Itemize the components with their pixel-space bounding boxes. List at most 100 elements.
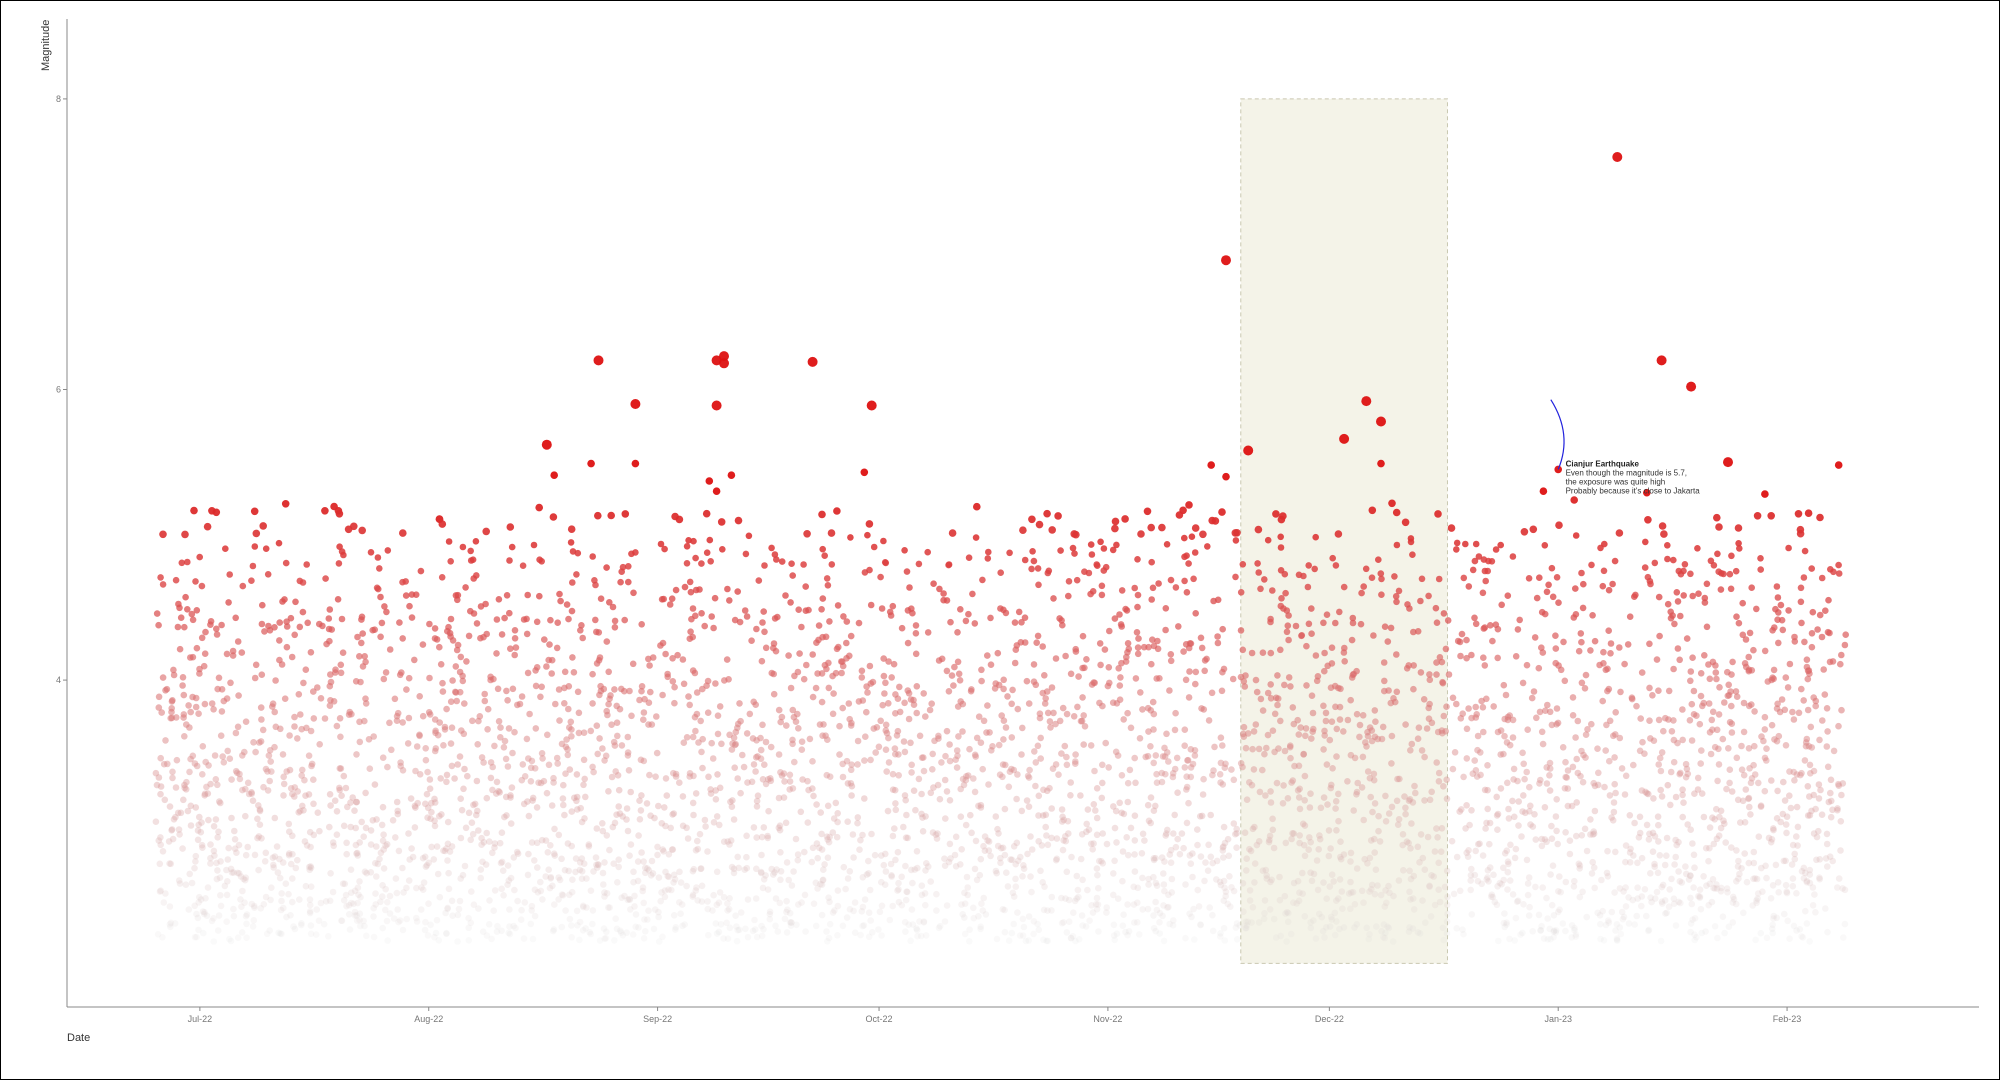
- data-point: [159, 530, 167, 539]
- data-point: [380, 675, 388, 683]
- data-point: [1319, 927, 1327, 935]
- data-point: [859, 874, 867, 881]
- data-point: [278, 890, 286, 897]
- data-point: [825, 934, 833, 942]
- data-point: [629, 660, 637, 668]
- data-point: [632, 911, 640, 918]
- data-point: [1576, 893, 1584, 901]
- data-point: [957, 813, 965, 820]
- data-point: [1713, 805, 1720, 813]
- highlight-band: [1240, 98, 1448, 964]
- data-point: [609, 603, 617, 611]
- data-point: [1114, 895, 1122, 902]
- data-point: [1724, 889, 1731, 896]
- data-point: [591, 577, 598, 584]
- data-point: [302, 792, 309, 799]
- data-point: [1043, 509, 1051, 518]
- data-point: [688, 615, 695, 623]
- data-point: [978, 677, 985, 685]
- data-point: [1591, 782, 1599, 790]
- data-point: [1723, 785, 1730, 793]
- data-point: [1284, 622, 1292, 629]
- data-point: [862, 733, 869, 740]
- data-point: [778, 713, 786, 721]
- data-point: [1117, 674, 1124, 681]
- data-point: [618, 894, 625, 901]
- data-point: [523, 735, 531, 743]
- data-point: [1019, 526, 1027, 534]
- data-point: [578, 818, 586, 826]
- data-point: [1634, 895, 1641, 902]
- data-point: [1615, 529, 1624, 537]
- data-point: [1737, 819, 1744, 826]
- data-point: [1492, 621, 1500, 628]
- data-point: [506, 557, 513, 564]
- data-point: [1588, 720, 1595, 728]
- data-point: [1616, 924, 1624, 931]
- data-point: [1190, 905, 1197, 913]
- data-point: [1729, 899, 1737, 906]
- data-point: [820, 721, 827, 728]
- data-point: [443, 771, 451, 779]
- data-point: [1584, 726, 1591, 733]
- data-point: [1775, 609, 1782, 616]
- data-point: [1705, 700, 1713, 707]
- data-point: [1296, 832, 1303, 839]
- data-point: [465, 632, 473, 640]
- data-point: [1462, 825, 1469, 832]
- data-point: [618, 742, 626, 749]
- data-point: [1736, 545, 1743, 552]
- data-point: [1679, 736, 1686, 744]
- data-point: [1182, 881, 1189, 888]
- data-point: [1770, 666, 1778, 674]
- data-point: [1809, 608, 1817, 616]
- data-point: [1133, 629, 1141, 636]
- data-point: [1388, 499, 1396, 508]
- data-point: [1600, 648, 1607, 656]
- data-point: [1144, 801, 1152, 809]
- data-point: [1841, 641, 1849, 649]
- data-point: [1058, 806, 1066, 813]
- data-point: [308, 762, 315, 770]
- data-point: [155, 774, 163, 781]
- data-point: [752, 768, 759, 775]
- data-point: [383, 841, 391, 848]
- data-point: [193, 910, 200, 918]
- data-point: [182, 881, 190, 888]
- data-point: [1390, 695, 1397, 702]
- data-point: [1093, 814, 1101, 822]
- data-point: [1305, 620, 1313, 628]
- data-point: [1332, 805, 1339, 812]
- data-point: [1008, 700, 1015, 708]
- data-point: [1708, 898, 1716, 906]
- data-point: [689, 893, 697, 900]
- data-point: [545, 866, 552, 873]
- data-point: [1768, 925, 1776, 932]
- data-point: [1123, 653, 1130, 661]
- data-point: [669, 846, 677, 853]
- data-point: [1666, 886, 1673, 893]
- y-tick-label: 4: [56, 675, 61, 685]
- data-point: [1462, 540, 1469, 548]
- data-point: [574, 922, 581, 929]
- data-point: [1113, 700, 1121, 707]
- data-point: [227, 679, 234, 687]
- data-point: [249, 562, 257, 570]
- data-point: [291, 793, 298, 800]
- data-point: [1122, 928, 1129, 936]
- data-point: [597, 595, 605, 602]
- data-point: [182, 593, 189, 601]
- data-point: [370, 913, 377, 920]
- data-point: [1183, 589, 1191, 596]
- data-point: [531, 886, 539, 893]
- data-point: [1538, 922, 1545, 930]
- data-point: [483, 932, 491, 939]
- data-point: [1078, 831, 1086, 838]
- data-point: [1572, 585, 1579, 592]
- data-point: [267, 758, 275, 765]
- data-point: [1511, 854, 1519, 862]
- data-point: [690, 811, 697, 819]
- data-point: [985, 781, 992, 788]
- data-point: [352, 824, 360, 832]
- data-point: [269, 700, 277, 707]
